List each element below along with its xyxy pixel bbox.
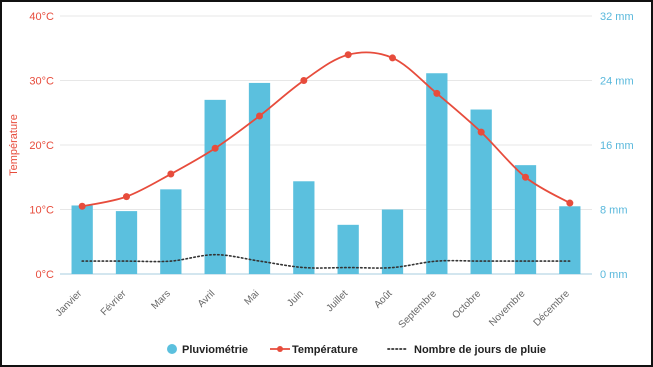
rainfall-bar bbox=[248, 82, 271, 274]
legend-temperature-marker bbox=[277, 346, 283, 352]
axis-layer: 0°C 10°C 20°C 30°C 40°C 0 mm 8 mm 16 mm 24 mm 32 … bbox=[8, 11, 634, 331]
temperature-point bbox=[211, 144, 219, 152]
left-axis-tick-label: 10°C bbox=[29, 205, 54, 217]
legend-label-0: Pluviométrie bbox=[182, 344, 248, 356]
grid-layer bbox=[60, 15, 592, 275]
temperature-point bbox=[167, 170, 175, 178]
rainfall-bar bbox=[426, 73, 448, 275]
x-axis-tick-label: Janvier bbox=[54, 288, 85, 319]
legend-rainfall-marker bbox=[167, 344, 177, 354]
line-layer bbox=[78, 51, 574, 269]
x-axis-tick-label: Juin bbox=[285, 288, 306, 309]
rainfall-bar bbox=[337, 224, 359, 274]
rain-days-line bbox=[81, 253, 571, 269]
legend-label-1: Température bbox=[292, 344, 358, 356]
x-axis-tick-label: Décembre bbox=[532, 288, 573, 329]
x-axis-tick-label: Octobre bbox=[450, 288, 483, 321]
temperature-point bbox=[344, 51, 352, 59]
left-axis-tick-label: 30°C bbox=[29, 76, 54, 88]
temperature-point bbox=[123, 193, 130, 201]
rainfall-bar bbox=[559, 206, 581, 274]
rainfall-bar bbox=[115, 211, 138, 274]
rainfall-bar bbox=[381, 209, 404, 274]
x-axis-tick-label: Novembre bbox=[487, 288, 528, 329]
legend-label-2: Nombre de jours de pluie bbox=[414, 344, 546, 356]
rainfall-bar bbox=[204, 99, 226, 274]
rainfall-bar bbox=[470, 109, 492, 275]
x-axis-tick-label: Juillet bbox=[324, 288, 350, 314]
rainfall-bar bbox=[514, 165, 537, 274]
rainfall-bars bbox=[71, 73, 581, 275]
chart-legend: Pluviométrie Température Nombre de jours d… bbox=[167, 344, 546, 356]
x-axis-tick-label: Février bbox=[99, 288, 129, 318]
temperature-line bbox=[81, 51, 571, 208]
right-axis-tick-label: 8 mm bbox=[600, 205, 628, 217]
left-axis-title: Température bbox=[8, 114, 20, 176]
right-axis-tick-label: 32 mm bbox=[600, 11, 634, 23]
temperature-point bbox=[566, 199, 574, 207]
temperature-point bbox=[78, 202, 86, 210]
rainfall-bar bbox=[293, 181, 315, 274]
temperature-point bbox=[256, 112, 263, 120]
temperature-point bbox=[522, 173, 529, 181]
x-axis-tick-label: Mars bbox=[149, 288, 173, 312]
temperature-point bbox=[389, 54, 396, 62]
x-axis-tick-label: Mai bbox=[242, 288, 261, 307]
temperature-point bbox=[477, 128, 485, 136]
right-axis-tick-label: 0 mm bbox=[600, 269, 628, 281]
x-axis-tick-label: Septembre bbox=[397, 288, 440, 331]
x-axis-tick-label: Avril bbox=[196, 288, 217, 309]
left-axis-tick-label: 20°C bbox=[29, 140, 54, 152]
right-axis-tick-label: 24 mm bbox=[600, 76, 634, 88]
right-axis-tick-label: 16 mm bbox=[600, 140, 634, 152]
temperature-point bbox=[433, 89, 441, 97]
rainfall-bar bbox=[71, 205, 93, 274]
temperature-point bbox=[300, 77, 308, 84]
x-axis-tick-label: Août bbox=[372, 288, 394, 310]
left-axis-tick-label: 40°C bbox=[29, 11, 54, 23]
left-axis-tick-label: 0°C bbox=[36, 269, 55, 281]
rainfall-bar bbox=[160, 189, 182, 274]
